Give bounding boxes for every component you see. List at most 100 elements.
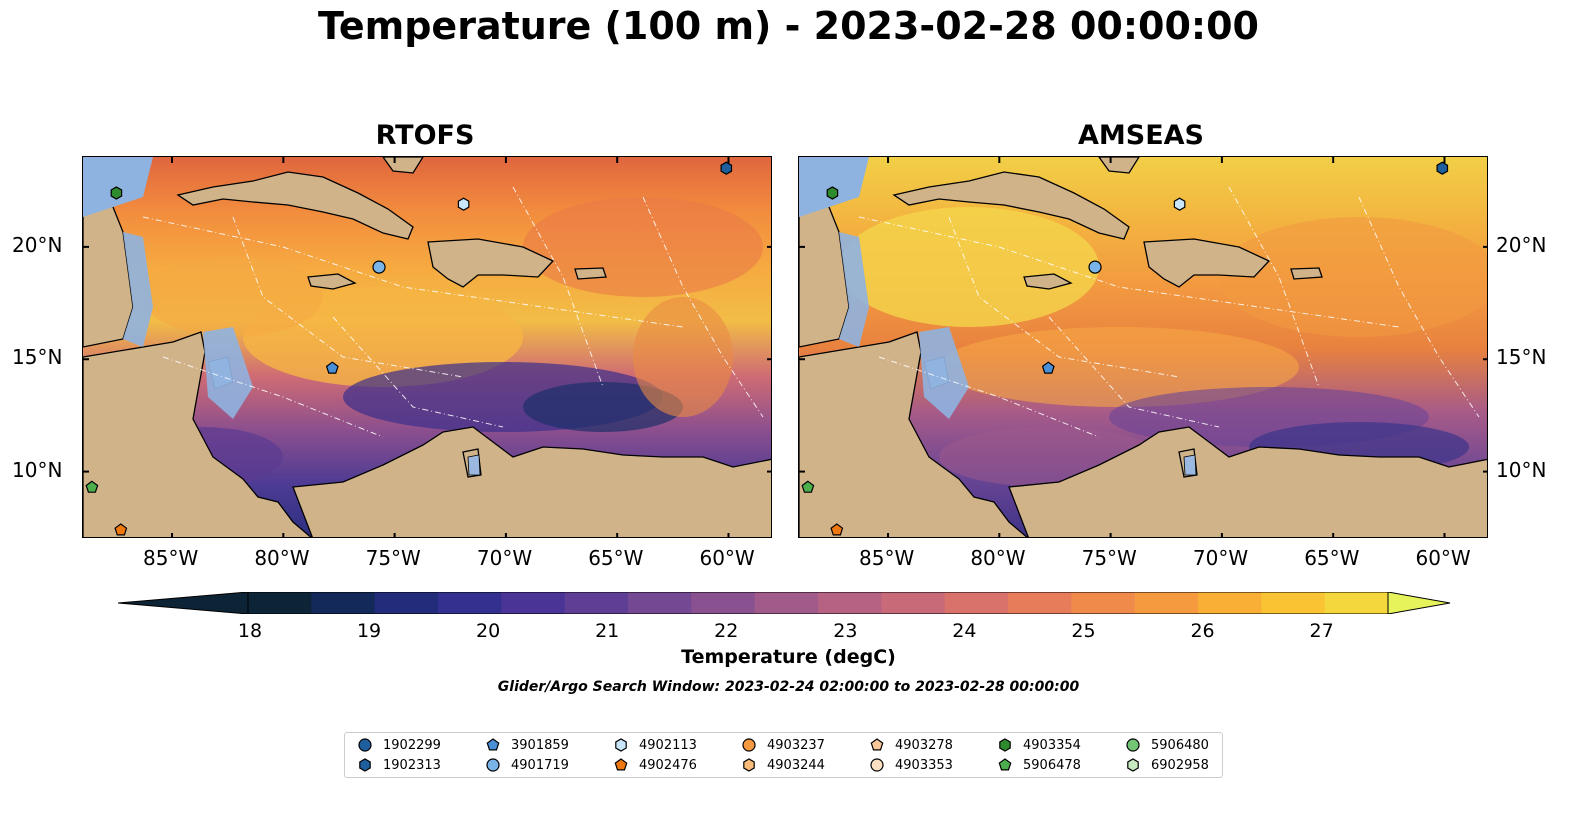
legend-label: 4902476 xyxy=(639,757,697,773)
lon-tick-label: 75°W xyxy=(365,546,421,570)
legend-label: 5906478 xyxy=(1023,757,1081,773)
float-marker xyxy=(85,480,99,493)
legend-item: 4903244 xyxy=(741,757,825,773)
legend-item: 4902113 xyxy=(613,737,697,753)
legend-marker-icon xyxy=(742,738,756,752)
legend-marker-icon xyxy=(359,758,371,772)
colorbar-segment xyxy=(691,592,756,614)
colorbar-segment xyxy=(754,592,819,614)
panel-title-rtofs: RTOFS xyxy=(375,120,475,151)
lon-tick-label: 85°W xyxy=(859,546,915,570)
colorbar-label: Temperature (degC) xyxy=(681,646,896,668)
legend-marker-icon xyxy=(999,738,1011,752)
legend-marker-icon xyxy=(1126,738,1140,752)
legend-label: 4903278 xyxy=(895,737,953,753)
colorbar-tick-label: 27 xyxy=(1309,620,1334,642)
amseas-map[interactable] xyxy=(798,156,1488,538)
colorbar xyxy=(117,591,1452,618)
lon-tick-label: 80°W xyxy=(970,546,1026,570)
lon-tick-label: 85°W xyxy=(143,546,199,570)
colorbar-segment xyxy=(501,592,566,614)
legend-label: 6902958 xyxy=(1151,757,1209,773)
legend-label: 4903353 xyxy=(895,757,953,773)
colorbar-segment xyxy=(818,592,882,614)
legend-label: 3901859 xyxy=(511,737,569,753)
legend-marker-icon xyxy=(614,758,628,771)
legend-marker-icon xyxy=(615,738,627,752)
float-marker xyxy=(720,161,733,175)
float-legend: 1902299 1902313 3901859 4901719 4902113 49024… xyxy=(344,732,1223,778)
legend-item: 5906478 xyxy=(997,757,1081,773)
rtofs-map[interactable] xyxy=(82,156,772,538)
legend-label: 1902313 xyxy=(383,757,441,773)
legend-marker-icon xyxy=(998,758,1012,771)
colorbar-segment xyxy=(881,592,946,614)
legend-label: 4902113 xyxy=(639,737,697,753)
legend-item: 4903278 xyxy=(869,737,953,753)
lat-tick-label-left: 10°N xyxy=(12,457,63,482)
lon-tick-label: 65°W xyxy=(1304,546,1360,570)
colorbar-segment xyxy=(248,592,312,614)
legend-item: 4903237 xyxy=(741,737,825,753)
legend-label: 1902299 xyxy=(383,737,441,753)
colorbar-segment xyxy=(374,592,439,614)
colorbar-extend-low xyxy=(117,591,249,615)
legend-item: 4901719 xyxy=(485,757,569,773)
colorbar-tick-label: 21 xyxy=(595,620,620,642)
legend-item: 5906480 xyxy=(1125,737,1209,753)
legend-item: 4902476 xyxy=(613,757,697,773)
colorbar-tick-label: 24 xyxy=(952,620,977,642)
land-masses xyxy=(83,157,771,537)
float-marker xyxy=(801,480,815,493)
lon-tick-label: 60°W xyxy=(1415,546,1471,570)
legend-item: 1902299 xyxy=(357,737,441,753)
colorbar-segment xyxy=(438,592,502,614)
colorbar-tick-label: 22 xyxy=(714,620,739,642)
legend-marker-icon xyxy=(358,738,372,752)
legend-label: 5906480 xyxy=(1151,737,1209,753)
lon-tick-label: 70°W xyxy=(476,546,533,570)
float-marker xyxy=(1173,197,1186,211)
colorbar-segment xyxy=(1071,592,1136,614)
legend-marker-icon xyxy=(1127,758,1139,772)
legend-label: 4903237 xyxy=(767,737,825,753)
colorbar-segment xyxy=(311,592,376,614)
lon-tick-label: 75°W xyxy=(1081,546,1137,570)
search-window-text: Glider/Argo Search Window: 2023-02-24 02… xyxy=(497,679,1080,695)
colorbar-tick-label: 18 xyxy=(237,620,263,642)
colorbar-segment xyxy=(628,592,692,614)
figure-title: Temperature (100 m) - 2023-02-28 00:00:0… xyxy=(317,4,1259,48)
legend-marker-icon xyxy=(486,758,500,772)
legend-marker-icon xyxy=(743,758,755,772)
legend-marker-icon xyxy=(870,758,884,772)
colorbar-segment xyxy=(1008,592,1072,614)
legend-item: 1902313 xyxy=(357,757,441,773)
float-marker xyxy=(1041,361,1055,374)
colorbar-segment xyxy=(564,592,629,614)
colorbar-segment xyxy=(944,592,1009,614)
float-marker xyxy=(457,197,470,211)
colorbar-extend-high xyxy=(1387,591,1451,615)
lat-tick-label-left: 20°N xyxy=(12,232,63,257)
panel-title-amseas: AMSEAS xyxy=(1078,120,1204,151)
colorbar-segment xyxy=(1324,592,1389,614)
legend-marker-icon xyxy=(486,738,500,751)
lon-tick-label: 60°W xyxy=(699,546,755,570)
legend-item: 4903353 xyxy=(869,757,953,773)
float-marker xyxy=(114,523,128,536)
float-marker xyxy=(826,186,839,200)
colorbar-tick-label: 26 xyxy=(1190,620,1215,642)
legend-label: 4903354 xyxy=(1023,737,1081,753)
legend-item: 3901859 xyxy=(485,737,569,753)
lon-tick-label: 65°W xyxy=(588,546,644,570)
legend-marker-icon xyxy=(870,738,884,751)
legend-item: 6902958 xyxy=(1125,757,1209,773)
colorbar-segment xyxy=(1261,592,1326,614)
colorbar-segment xyxy=(1134,592,1199,614)
lon-tick-label: 80°W xyxy=(254,546,310,570)
lat-tick-label-left: 15°N xyxy=(12,345,63,370)
float-marker xyxy=(1088,260,1102,274)
colorbar-tick-label: 20 xyxy=(476,620,501,642)
float-marker xyxy=(325,361,339,374)
colorbar-tick-label: 25 xyxy=(1071,620,1096,642)
